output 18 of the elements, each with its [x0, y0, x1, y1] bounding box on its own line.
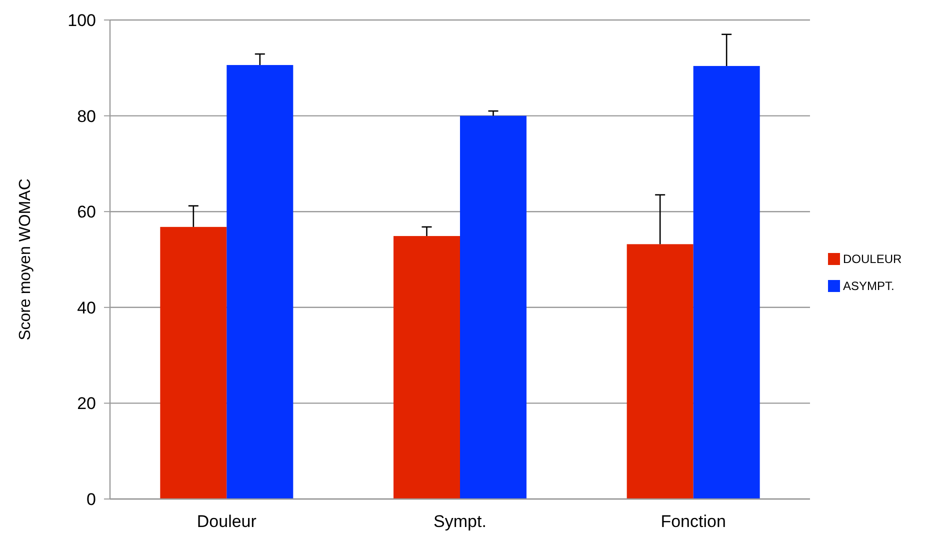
legend-label: DOULEUR: [843, 252, 902, 266]
bar: [160, 226, 227, 499]
bar: [693, 66, 760, 499]
bar: [460, 116, 526, 499]
y-tick-label: 0: [86, 490, 96, 509]
bar: [394, 236, 460, 499]
y-axis-title: Score moyen WOMAC: [17, 178, 34, 340]
y-tick-label: 80: [77, 106, 96, 126]
x-tick-label: Fonction: [660, 512, 726, 531]
y-tick-label: 40: [77, 298, 96, 318]
x-tick-label: Sympt.: [434, 512, 486, 531]
bar: [226, 65, 294, 499]
y-tick-label: 60: [77, 202, 96, 222]
x-tick-label: Douleur: [196, 512, 257, 531]
y-tick-label: 20: [77, 394, 96, 414]
y-tick-label: 100: [68, 10, 96, 30]
bar: [626, 244, 694, 499]
legend-label: ASYMPT.: [843, 279, 894, 294]
